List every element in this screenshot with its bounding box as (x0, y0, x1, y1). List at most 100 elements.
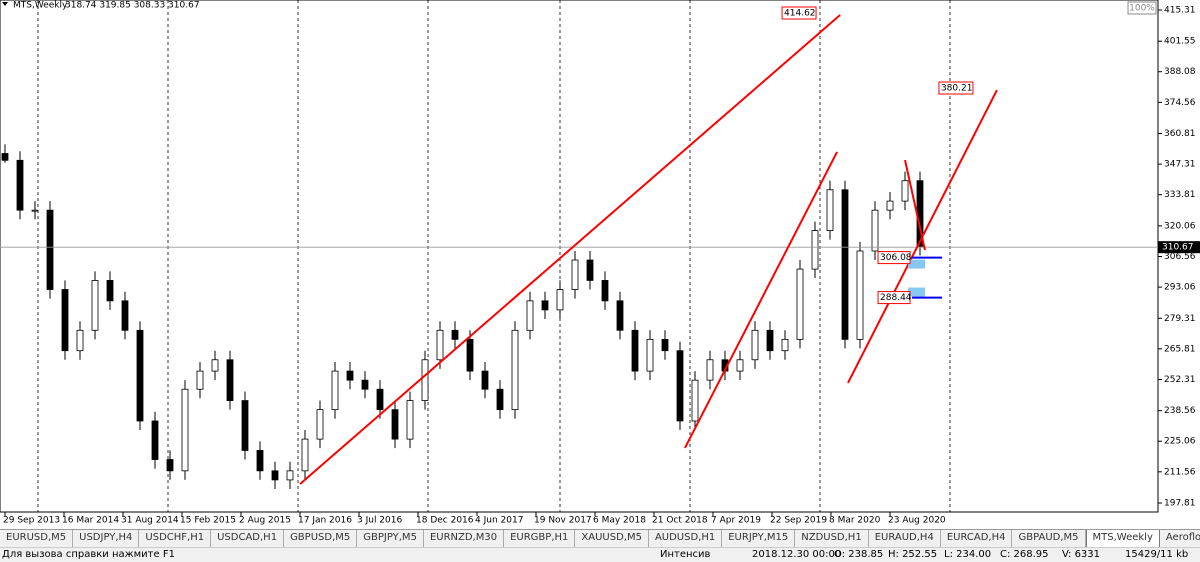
candle-body (826, 189, 834, 231)
candle-body (241, 400, 249, 451)
x-tick-label: 21 Oct 2018 (652, 516, 708, 526)
tab[interactable]: USDCHF,H1 (139, 530, 212, 547)
chart: MTS,Weekly 318.74 319.85 308.33 310.67 1… (0, 0, 1200, 526)
tab[interactable]: GBPJPY,M5 (357, 530, 424, 547)
candle-body (541, 300, 549, 311)
candle-body (121, 300, 129, 331)
candle-body (361, 379, 369, 390)
candle-body (886, 200, 894, 211)
menu-arrow[interactable] (2, 2, 8, 6)
tab[interactable]: MTS,Weekly (1085, 530, 1160, 547)
candle-body (691, 379, 699, 422)
candle-body (286, 470, 294, 481)
tab[interactable]: AUDUSD,H1 (649, 530, 723, 547)
candle-body (661, 338, 669, 352)
tab[interactable]: GBPAUD,M5 (1012, 530, 1086, 547)
zoom: 100% (1129, 4, 1155, 14)
level-zone (908, 287, 926, 297)
candle-body (466, 338, 474, 372)
candle-body (376, 388, 384, 411)
y-tick-label: 320.06 (1164, 221, 1196, 231)
y-tick-label: 306.56 (1164, 252, 1196, 262)
trendline-label: 380.21 (941, 84, 973, 94)
tab[interactable]: EURAUD,H4 (869, 530, 941, 547)
y-tick-label: 333.81 (1164, 190, 1196, 200)
ohlc: 318.74 319.85 308.33 310.67 (65, 1, 200, 11)
y-tick-label: 360.81 (1164, 129, 1196, 139)
y-tick-label: 388.08 (1164, 67, 1196, 77)
y-tick-label: 238.56 (1164, 406, 1196, 416)
x-tick-label: 6 May 2018 (593, 516, 646, 526)
x-tick-label: 29 Sep 2013 (3, 516, 60, 526)
tab[interactable]: EURGBP,H1 (504, 530, 576, 547)
candle-body (436, 329, 444, 361)
x-tick-label: 4 Jun 2017 (475, 516, 523, 526)
y-tick-label: 415.31 (1164, 5, 1196, 15)
candle-body (226, 359, 234, 401)
candle-body (511, 329, 519, 411)
y-tick-label: 197.81 (1164, 499, 1196, 509)
trendline (684, 151, 838, 449)
candle-body (61, 289, 69, 352)
symbol: MTS,Weekly (13, 1, 68, 11)
help: Для вызова справки нажмите F1 (2, 549, 175, 560)
level-label-box (877, 291, 911, 305)
tab-bar: EURUSD,M5 USDJPY,H4 USDCHF,H1 USDCAD,H1 GBPU… (0, 529, 1200, 547)
candle-body (736, 359, 744, 372)
last-price-box (1158, 241, 1200, 254)
candle-body (601, 280, 609, 302)
candle-body (211, 359, 219, 372)
candle-body (781, 338, 789, 352)
candle-body (616, 300, 624, 331)
candle-body (181, 388, 189, 472)
y-tick-label: 347.31 (1164, 160, 1196, 170)
level-label: 288.44 (880, 293, 912, 303)
tab[interactable]: EURNZD,M30 (424, 530, 505, 547)
candle-body (451, 329, 459, 340)
trendline (904, 159, 926, 251)
candle-body (271, 470, 279, 481)
candle-body (406, 400, 414, 440)
chart-frame (0, 0, 1159, 513)
candle-body (556, 289, 564, 311)
candle-body (706, 359, 714, 381)
time: 2018.12.30 00:00 (752, 549, 842, 560)
candle-body (496, 388, 504, 411)
candle-body (796, 268, 804, 340)
y-tick-label: 401.55 (1164, 37, 1196, 47)
x-tick-label: 8 Mar 2020 (829, 516, 881, 526)
candle-body (421, 359, 429, 401)
candle-body (91, 280, 99, 331)
tab[interactable]: Aeroflot,Weekly (1160, 530, 1200, 547)
level-zone (908, 259, 926, 269)
tab[interactable]: USDCAD,H1 (211, 530, 285, 547)
trendline (299, 14, 841, 485)
candle-body (76, 329, 84, 352)
tab[interactable]: GBPUSD,M5 (284, 530, 358, 547)
candle-body (751, 329, 759, 361)
tab[interactable]: EURCAD,H4 (941, 530, 1013, 547)
trendline-label-box (938, 81, 974, 95)
x-tick-label: 22 Sep 2019 (770, 516, 827, 526)
tab[interactable]: XAUUSD,M5 (575, 530, 649, 547)
candle-body (646, 338, 654, 372)
trendline-label: 414.62 (784, 9, 816, 19)
x-tick-label: 23 Aug 2020 (888, 516, 946, 526)
x-tick-label: 7 Apr 2019 (711, 516, 761, 526)
candle-body (526, 300, 534, 331)
candle-body (151, 420, 159, 460)
y-tick-label: 211.56 (1164, 467, 1196, 477)
volume: V: 6331 (1062, 549, 1101, 560)
y-tick-label: 374.56 (1164, 98, 1196, 108)
candle-body (16, 159, 24, 211)
last-price-label: 310.67 (1162, 243, 1194, 253)
status-bar: Для вызова справки нажмите F1 Интенсив 2… (0, 547, 1200, 562)
x-tick-label: 15 Feb 2015 (180, 516, 236, 526)
x-tick-label: 16 Mar 2014 (62, 516, 119, 526)
candle-body (46, 209, 54, 290)
tab[interactable]: EURUSD,M5 (0, 530, 74, 547)
tab[interactable]: NZDUSD,H1 (795, 530, 869, 547)
candle-body (871, 209, 879, 252)
tab[interactable]: USDJPY,H4 (73, 530, 140, 547)
tab[interactable]: EURJPY,M15 (722, 530, 796, 547)
